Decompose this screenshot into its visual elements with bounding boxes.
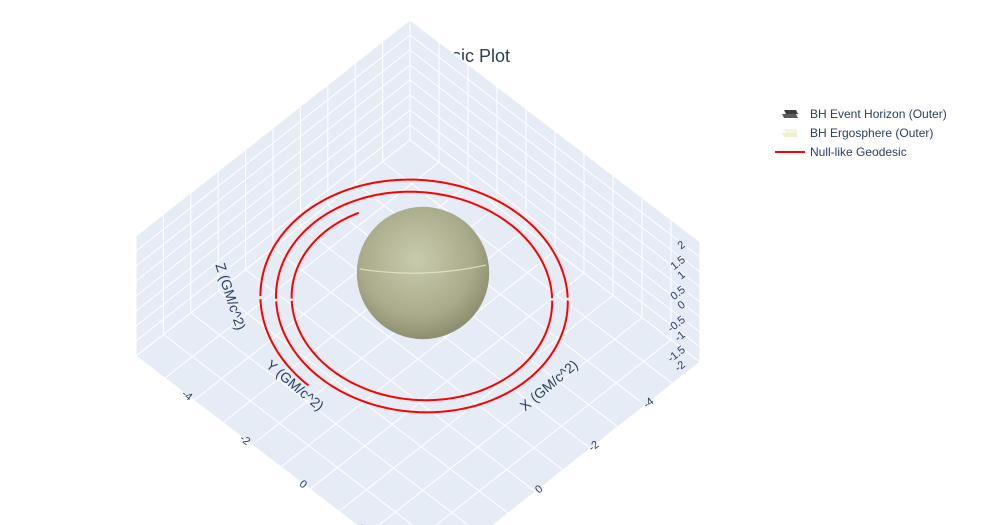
- grid-line: [409, 94, 701, 318]
- grid-line: [135, 124, 411, 342]
- grid-line: [135, 79, 411, 297]
- geodesic-line-back: [259, 178, 569, 298]
- grid-line: [245, 269, 536, 492]
- grid-line: [409, 139, 701, 363]
- grid-line: [135, 109, 411, 327]
- geodesic-line-back: [275, 190, 554, 299]
- grid-line: [163, 334, 414, 525]
- legend-label: BH Ergosphere (Outer): [810, 125, 934, 140]
- grid-line: [135, 94, 411, 312]
- grid-line: [409, 19, 701, 243]
- geodesic-line-front: [275, 300, 569, 414]
- grid-line: [135, 49, 411, 267]
- legend: BH Event Horizon (Outer) BH Ergosphere (…: [774, 104, 947, 161]
- grid-line: [135, 355, 358, 525]
- x-tick-label: 2: [355, 522, 367, 525]
- legend-item-ergosphere[interactable]: BH Ergosphere (Outer): [774, 123, 947, 142]
- grid-line: [338, 295, 614, 512]
- legend-item-event-horizon[interactable]: BH Event Horizon (Outer): [774, 104, 947, 123]
- grid-line: [135, 64, 411, 282]
- grid-line: [309, 272, 585, 490]
- ergosphere-band: [359, 264, 487, 274]
- geodesic-line-front: [259, 299, 310, 387]
- geodesic-line-back: [290, 211, 360, 299]
- legend-item-geodesic[interactable]: Null-like Geodesic: [774, 142, 947, 161]
- grid-line: [272, 247, 564, 471]
- grid-line: [409, 64, 701, 288]
- legend-label: BH Event Horizon (Outer): [810, 106, 947, 121]
- grid-line: [190, 312, 469, 525]
- grid-line: [378, 317, 643, 525]
- data-layer: [259, 178, 569, 414]
- surface-legend-icon: [774, 107, 806, 121]
- grid-line: [409, 49, 701, 273]
- grid-line: [435, 339, 672, 525]
- geodesic-line-front: [290, 300, 554, 402]
- grid-line: [135, 34, 411, 252]
- grid-line: [135, 19, 411, 237]
- grid-line: [409, 109, 701, 333]
- grid-line: [409, 124, 701, 348]
- surface-legend-icon: [774, 126, 806, 140]
- grid-line: [409, 79, 701, 303]
- grid-line: [492, 361, 701, 525]
- grid-line: [409, 34, 701, 258]
- legend-label: Null-like Geodesic: [810, 144, 907, 159]
- line-legend-icon: [774, 145, 806, 159]
